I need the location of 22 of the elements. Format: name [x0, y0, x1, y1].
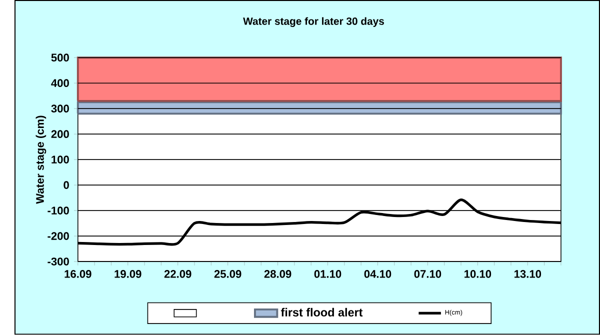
x-tick-label: 13.10 [514, 270, 542, 278]
y-tick-label: 400 [51, 79, 69, 88]
x-tick-label: 16.09 [64, 270, 92, 278]
x-tick-label: 19.09 [114, 270, 142, 278]
x-tick-label: 04.10 [364, 270, 392, 278]
chart-title: Water stage for later 30 days [243, 17, 384, 28]
y-tick-label: -300 [48, 258, 69, 266]
y-tick-label: 0 [64, 181, 69, 190]
x-tick-label: 22.09 [164, 270, 192, 278]
x-tick-label: 25.09 [214, 270, 242, 278]
y-tick-label: -100 [48, 206, 69, 215]
x-tick-label: 28.09 [264, 270, 292, 278]
y-tick-label: -200 [48, 232, 69, 240]
x-tick-label: 07.10 [414, 270, 442, 278]
y-tick-label: 500 [51, 54, 69, 62]
x-tick-label: 10.10 [464, 270, 492, 278]
y-axis-title: Water stage (cm) [36, 116, 46, 204]
y-tick-label: 100 [52, 156, 69, 164]
x-tick-label: 01.10 [314, 270, 342, 278]
legend-label: first flood alert [280, 308, 363, 317]
y-tick-label: 200 [51, 130, 69, 138]
y-tick-label: 300 [51, 104, 69, 113]
